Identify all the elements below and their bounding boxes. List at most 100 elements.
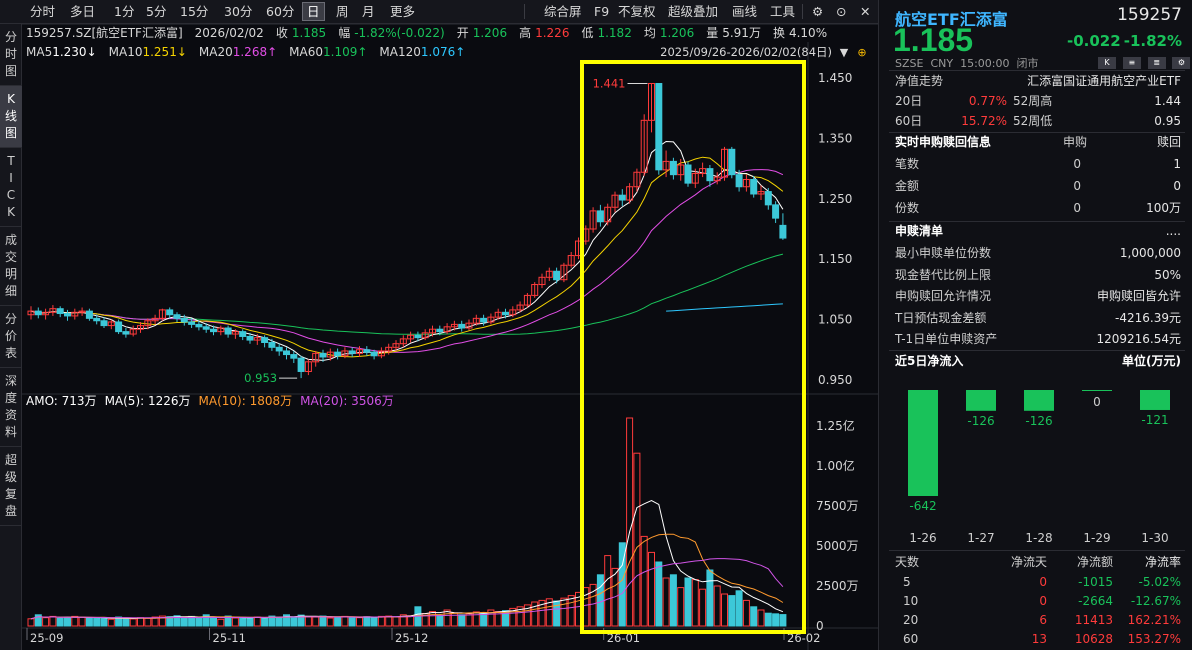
candle[interactable] [465, 322, 473, 329]
candle[interactable] [246, 335, 254, 341]
candle[interactable] [662, 160, 670, 171]
candle[interactable] [392, 343, 400, 348]
candle[interactable] [691, 172, 699, 184]
candle[interactable] [137, 325, 144, 330]
candle[interactable] [304, 361, 312, 372]
candle[interactable] [596, 210, 604, 223]
candle[interactable] [326, 351, 334, 358]
candle[interactable] [414, 334, 422, 339]
candle[interactable] [458, 323, 466, 329]
range-dropdown-icon[interactable]: ▼ [840, 46, 849, 59]
candle[interactable] [567, 255, 575, 266]
period-tab[interactable]: 月 [362, 4, 375, 19]
candle[interactable] [151, 317, 159, 322]
candle[interactable] [706, 168, 714, 182]
side-tab[interactable]: 分 时 图 [0, 24, 22, 86]
candle[interactable] [589, 210, 597, 230]
candle[interactable] [180, 317, 188, 323]
candle[interactable] [93, 317, 101, 322]
list-more-button[interactable]: .... [1165, 224, 1181, 238]
candle[interactable] [85, 310, 93, 319]
side-tab[interactable]: K 线 图 [0, 86, 22, 148]
candle[interactable] [735, 174, 743, 188]
candle[interactable] [224, 327, 232, 335]
side-tab[interactable]: 分 价 表 [0, 306, 22, 368]
period-tab[interactable]: 30分 [224, 4, 253, 19]
candle[interactable] [56, 308, 64, 315]
candle[interactable] [633, 171, 641, 188]
candle[interactable] [487, 316, 495, 323]
candle[interactable] [370, 351, 378, 357]
candle[interactable] [531, 284, 539, 296]
candle[interactable] [188, 321, 196, 325]
candle[interactable] [202, 326, 210, 330]
candle[interactable] [764, 191, 772, 206]
candle[interactable] [100, 320, 108, 327]
candle[interactable] [523, 294, 531, 306]
candle[interactable] [560, 264, 568, 281]
chart-type-icon[interactable]: K [1098, 57, 1116, 69]
candle[interactable] [429, 328, 436, 334]
toolbar-item[interactable]: 工具 [770, 4, 796, 19]
period-tab[interactable]: 1分 [114, 4, 135, 19]
candle[interactable] [516, 304, 524, 311]
candle[interactable] [319, 352, 327, 358]
settings-icon[interactable]: ⚙ [1172, 57, 1191, 69]
candle[interactable] [640, 119, 648, 173]
candle[interactable] [71, 311, 79, 317]
candle[interactable] [699, 168, 707, 174]
candle[interactable] [443, 326, 451, 333]
candle[interactable] [27, 310, 35, 316]
candle[interactable] [107, 321, 115, 327]
candle[interactable] [42, 311, 50, 316]
menu-icon[interactable]: ≡ [1122, 57, 1141, 69]
candle[interactable] [78, 310, 86, 313]
candle[interactable] [363, 349, 371, 353]
candle[interactable] [728, 148, 736, 176]
candle[interactable] [655, 83, 663, 171]
candle[interactable] [648, 83, 655, 121]
candle[interactable] [239, 331, 247, 337]
candle[interactable] [217, 327, 225, 333]
candle[interactable] [195, 323, 203, 328]
period-tab[interactable]: 更多 [390, 4, 416, 19]
candle[interactable] [494, 311, 502, 318]
candle[interactable] [173, 314, 181, 319]
candle[interactable] [275, 346, 283, 352]
candle[interactable] [34, 310, 42, 316]
candle[interactable] [210, 328, 217, 333]
candle[interactable] [626, 186, 634, 201]
candle[interactable] [757, 191, 765, 195]
candle[interactable] [502, 311, 509, 316]
candle[interactable] [144, 320, 152, 327]
candle[interactable] [268, 341, 276, 348]
candle[interactable] [290, 354, 298, 359]
candle[interactable] [545, 270, 553, 278]
candle[interactable] [261, 337, 269, 343]
candle[interactable] [231, 331, 239, 335]
candle[interactable] [115, 321, 123, 333]
settings-icon[interactable]: ⚙ [812, 4, 824, 19]
candle[interactable] [166, 309, 174, 316]
candle[interactable] [158, 309, 166, 319]
candle[interactable] [421, 332, 429, 339]
up-arrow-icon[interactable]: ⊙ [836, 4, 847, 19]
candle[interactable] [334, 351, 342, 357]
candle[interactable] [779, 224, 787, 239]
candle[interactable] [49, 308, 57, 313]
close-icon[interactable]: ✕ [860, 4, 871, 19]
candle[interactable] [677, 164, 685, 176]
candle[interactable] [618, 194, 626, 201]
lock-icon[interactable]: ⊕ [857, 46, 866, 59]
candle[interactable] [742, 178, 750, 188]
period-tab[interactable]: 多日 [70, 4, 96, 19]
candle[interactable] [750, 178, 758, 195]
candle[interactable] [772, 204, 780, 219]
candle[interactable] [385, 346, 393, 352]
list-icon[interactable]: ≣ [1147, 57, 1166, 69]
side-tab[interactable]: 超 级 复 盘 [0, 447, 22, 526]
candle[interactable] [604, 206, 612, 223]
candle[interactable] [64, 313, 71, 317]
candle[interactable] [407, 334, 415, 340]
candle[interactable] [509, 309, 517, 316]
